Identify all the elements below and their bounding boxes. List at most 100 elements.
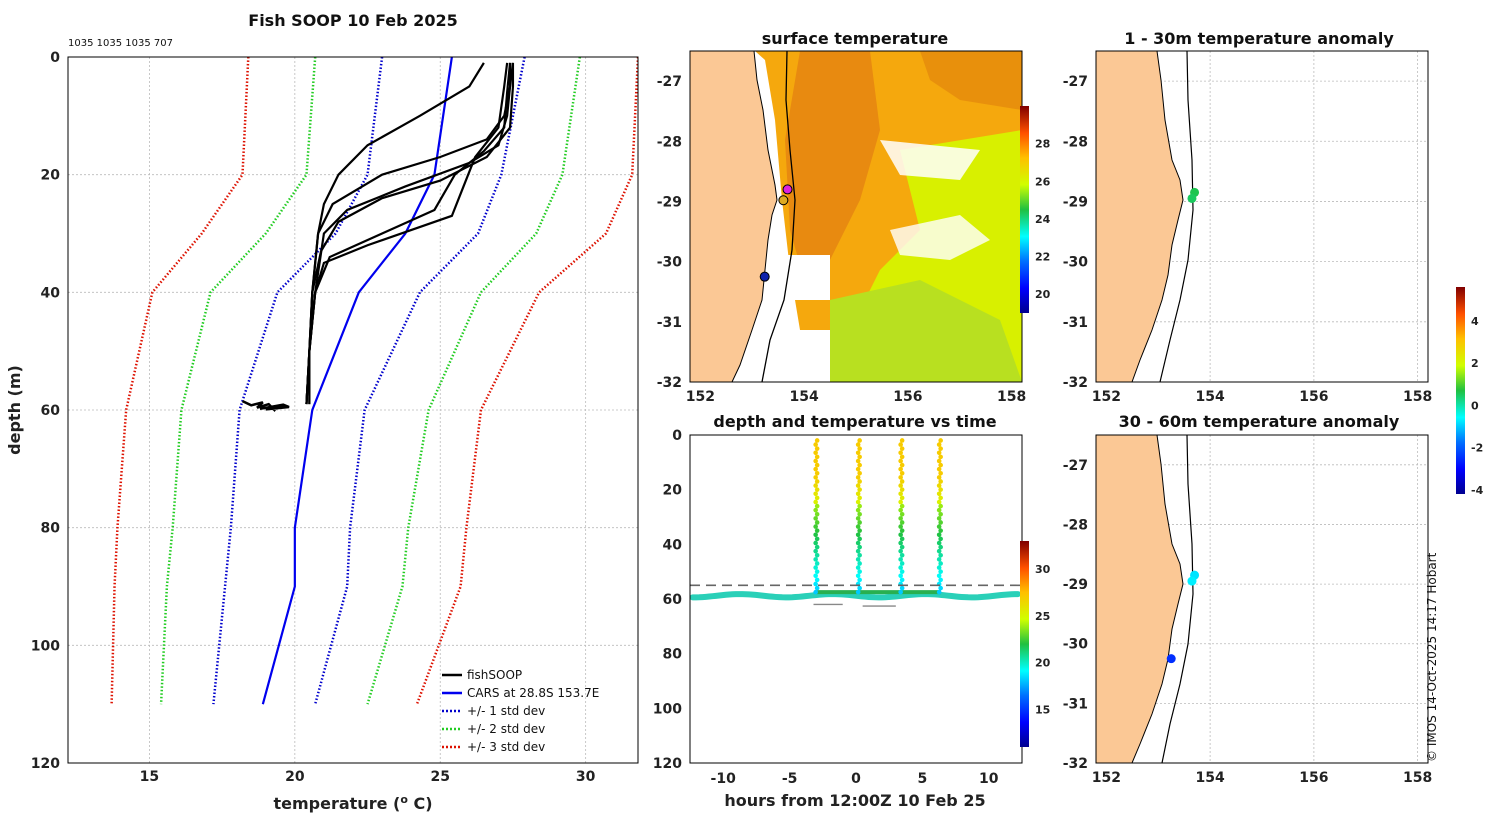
cast-point <box>855 557 861 562</box>
profile-ytick-label: 80 <box>41 521 61 537</box>
timeseries-data <box>689 438 1022 607</box>
cast-point <box>857 495 862 501</box>
cast-point <box>938 577 943 583</box>
sst-cooler-patch <box>830 280 1022 382</box>
cast-point <box>899 569 905 574</box>
cast-point <box>936 491 942 497</box>
profile-ytick-label: 120 <box>31 756 60 772</box>
cast-point <box>855 507 861 513</box>
map-ytick-label: -32 <box>657 375 682 391</box>
timeseries-colorbar-ticks: 15 20 25 30 <box>1035 563 1051 716</box>
legend-std3: +/- 3 std dev <box>467 740 545 754</box>
anom2-points <box>1166 570 1200 664</box>
cast-point <box>938 552 943 558</box>
map-xtick-label: 152 <box>686 389 715 405</box>
timeseries-title: depth and temperature vs time <box>713 412 996 431</box>
profile-ytick-label: 100 <box>31 638 60 654</box>
cast-point <box>814 495 820 501</box>
cast-point <box>936 548 942 554</box>
timeseries-panel: depth and temperature vs time -10 -5 0 5 100… <box>653 412 1051 810</box>
cast-point <box>899 487 905 492</box>
profile-legend: fishSOOP CARS at 28.8S 153.7E +/- 1 std … <box>442 668 599 754</box>
cast-point <box>936 540 942 546</box>
sst-colorbar-label: 26 <box>1035 175 1051 188</box>
sst-hot-patch <box>920 51 1022 110</box>
cast-point <box>814 520 820 525</box>
fishsoop-profile <box>305 62 515 405</box>
profile-xtick-label: 15 <box>140 769 159 785</box>
anomaly-colorbar-label: -4 <box>1471 484 1484 497</box>
cast-point <box>814 487 820 492</box>
map-ytick-label: -32 <box>1063 756 1088 772</box>
cast-point <box>938 495 943 501</box>
cast-point <box>938 479 943 484</box>
cast-point <box>855 466 861 472</box>
counts-label: 1035 1035 1035 707 <box>68 38 173 49</box>
anomaly-point <box>1166 654 1176 664</box>
cast-point <box>855 532 861 538</box>
cast-point <box>814 561 820 566</box>
cast-point <box>898 565 903 570</box>
anom2-frame <box>1095 434 1429 764</box>
anom1-isobath <box>1159 50 1194 383</box>
timeseries-xtick-label: 0 <box>851 771 861 787</box>
cast-point <box>938 544 943 550</box>
anom2-panel: 30 - 60m temperature anomaly 152 154 156 15… <box>1063 287 1484 786</box>
cast-point <box>938 536 943 542</box>
cast-point <box>813 483 818 488</box>
map-ytick-label: -32 <box>1063 375 1088 391</box>
cast-point <box>857 487 862 492</box>
figure-title: Fish SOOP 10 Feb 2025 <box>248 11 457 30</box>
anom2-ticks: 152 154 156 158 -27 -28 -29 -30 -31 -32 <box>1063 458 1433 786</box>
cast-point <box>814 528 820 533</box>
cast-point <box>857 561 862 566</box>
cast-point <box>898 442 903 447</box>
cast-point <box>938 462 943 468</box>
profile-grid <box>68 56 638 764</box>
cast-point <box>899 438 905 443</box>
sst-colorbar-label: 20 <box>1035 288 1051 301</box>
cast-point <box>855 483 861 488</box>
cast-point <box>899 479 905 484</box>
cast-point <box>899 454 905 460</box>
cast-point <box>857 585 862 591</box>
sst-title: surface temperature <box>762 29 949 48</box>
fishsoop-profile <box>308 62 515 405</box>
map-xtick-label: 152 <box>1092 389 1121 405</box>
map-xtick-label: 154 <box>1196 389 1225 405</box>
cast-point <box>936 507 942 513</box>
map-ytick-label: -29 <box>657 194 682 210</box>
timeseries-ytick-label: 40 <box>663 537 683 553</box>
cast-point <box>936 565 942 570</box>
cast-point <box>898 524 903 529</box>
cast-point <box>938 438 943 443</box>
cast-point <box>899 446 905 451</box>
cast-point <box>813 450 818 456</box>
profile-ytick-label: 60 <box>41 403 61 419</box>
sst-marker <box>782 184 793 195</box>
timeseries-cast <box>936 438 943 595</box>
timeseries-xtick-label: -5 <box>782 771 798 787</box>
profile-ytick-label: 40 <box>41 285 61 301</box>
cast-point <box>814 577 820 583</box>
cast-point <box>936 442 942 447</box>
cast-point <box>936 516 942 521</box>
cast-point <box>855 491 861 497</box>
timeseries-ytick-label: 60 <box>663 592 683 608</box>
cast-point <box>899 462 905 468</box>
sst-cloud-gap-2 <box>890 215 990 260</box>
credit-text: © IMOS 14-Oct-2025 14:17 Hobart <box>1425 552 1439 762</box>
profile-xlabel: temperature (o C) <box>273 793 432 813</box>
cast-point <box>936 499 942 505</box>
cast-point <box>855 516 861 521</box>
std-curve <box>313 57 526 705</box>
timeseries-colorbar-label: 30 <box>1035 563 1051 576</box>
legend-fishsoop: fishSOOP <box>467 668 522 682</box>
profile-xtick-label: 25 <box>431 769 450 785</box>
cast-point <box>899 511 905 517</box>
cast-point <box>855 540 861 546</box>
cast-point <box>857 438 862 443</box>
sst-cloud-gap-1 <box>880 140 980 180</box>
cast-point <box>814 544 820 550</box>
